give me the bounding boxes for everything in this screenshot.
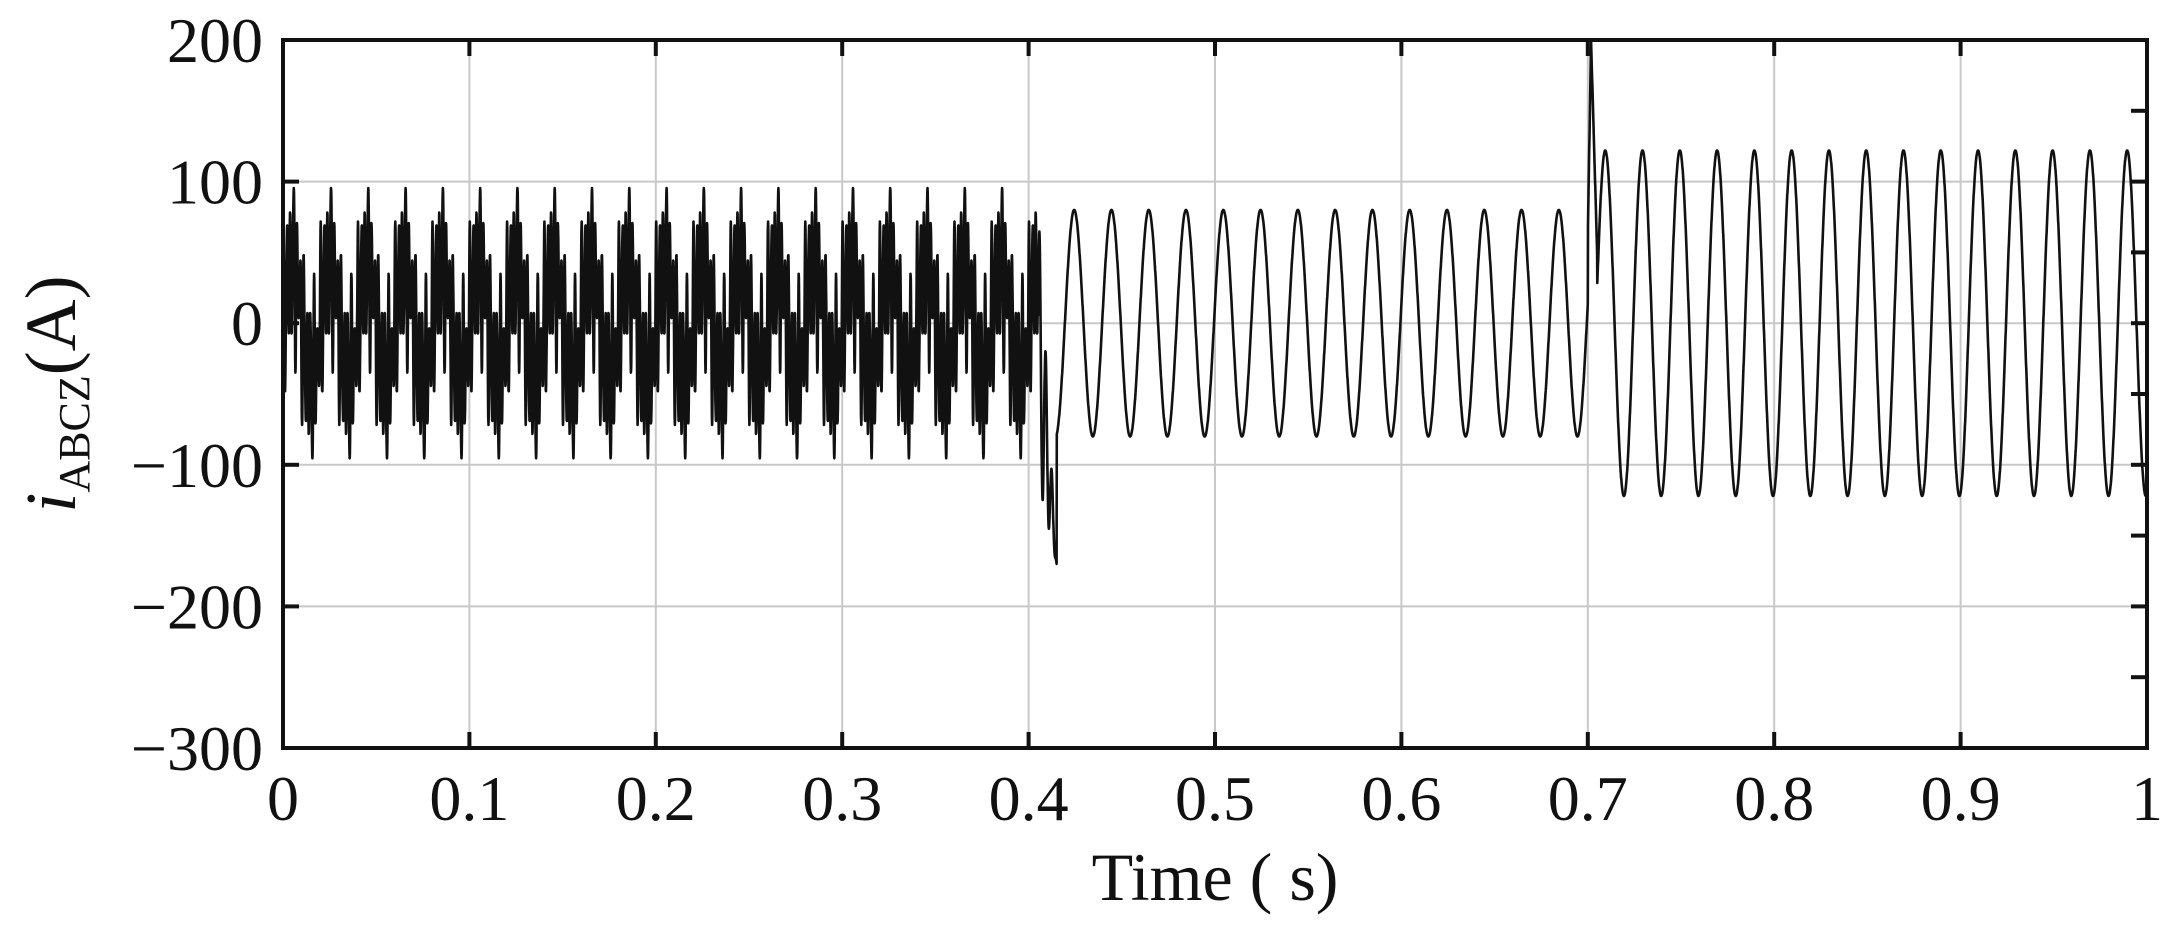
- svg-text:iABCZ(A): iABCZ(A): [11, 275, 99, 512]
- y-axis-symbol: i: [11, 493, 91, 513]
- y-axis-unit: (A): [11, 275, 91, 375]
- y-tick-label: −100: [131, 430, 263, 501]
- x-tick-label: 0.6: [1361, 763, 1441, 834]
- plot-area: [283, 40, 2147, 566]
- x-tick-label: 0.9: [1921, 763, 2001, 834]
- y-tick-labels: 200 100 0 −100 −200 −300: [131, 5, 263, 784]
- x-tick-label: 0.2: [616, 763, 696, 834]
- y-tick-label: −200: [131, 571, 263, 642]
- y-tick-label: 100: [167, 147, 263, 218]
- y-tick-label: −300: [131, 713, 263, 784]
- y-axis-subscript: ABCZ: [50, 375, 99, 492]
- x-axis-title: Time ( s): [1092, 839, 1339, 915]
- x-tick-label: 0.3: [802, 763, 882, 834]
- y-tick-label: 0: [231, 288, 263, 359]
- x-tick-label: 0.5: [1175, 763, 1255, 834]
- x-tick-label: 0.4: [989, 763, 1069, 834]
- current-trace: [283, 40, 2147, 566]
- x-tick-label: 0.7: [1548, 763, 1628, 834]
- x-tick-labels: 0 0.1 0.2 0.3 0.4 0.5 0.6 0.7 0.8 0.9 1: [267, 763, 2163, 834]
- axis-ticks: [281, 38, 2149, 750]
- y-tick-label: 200: [167, 5, 263, 76]
- x-tick-label: 0: [267, 763, 299, 834]
- x-tick-label: 1: [2131, 763, 2163, 834]
- x-tick-label: 0.8: [1734, 763, 1814, 834]
- x-tick-label: 0.1: [429, 763, 509, 834]
- y-axis-title: iABCZ(A): [11, 275, 99, 512]
